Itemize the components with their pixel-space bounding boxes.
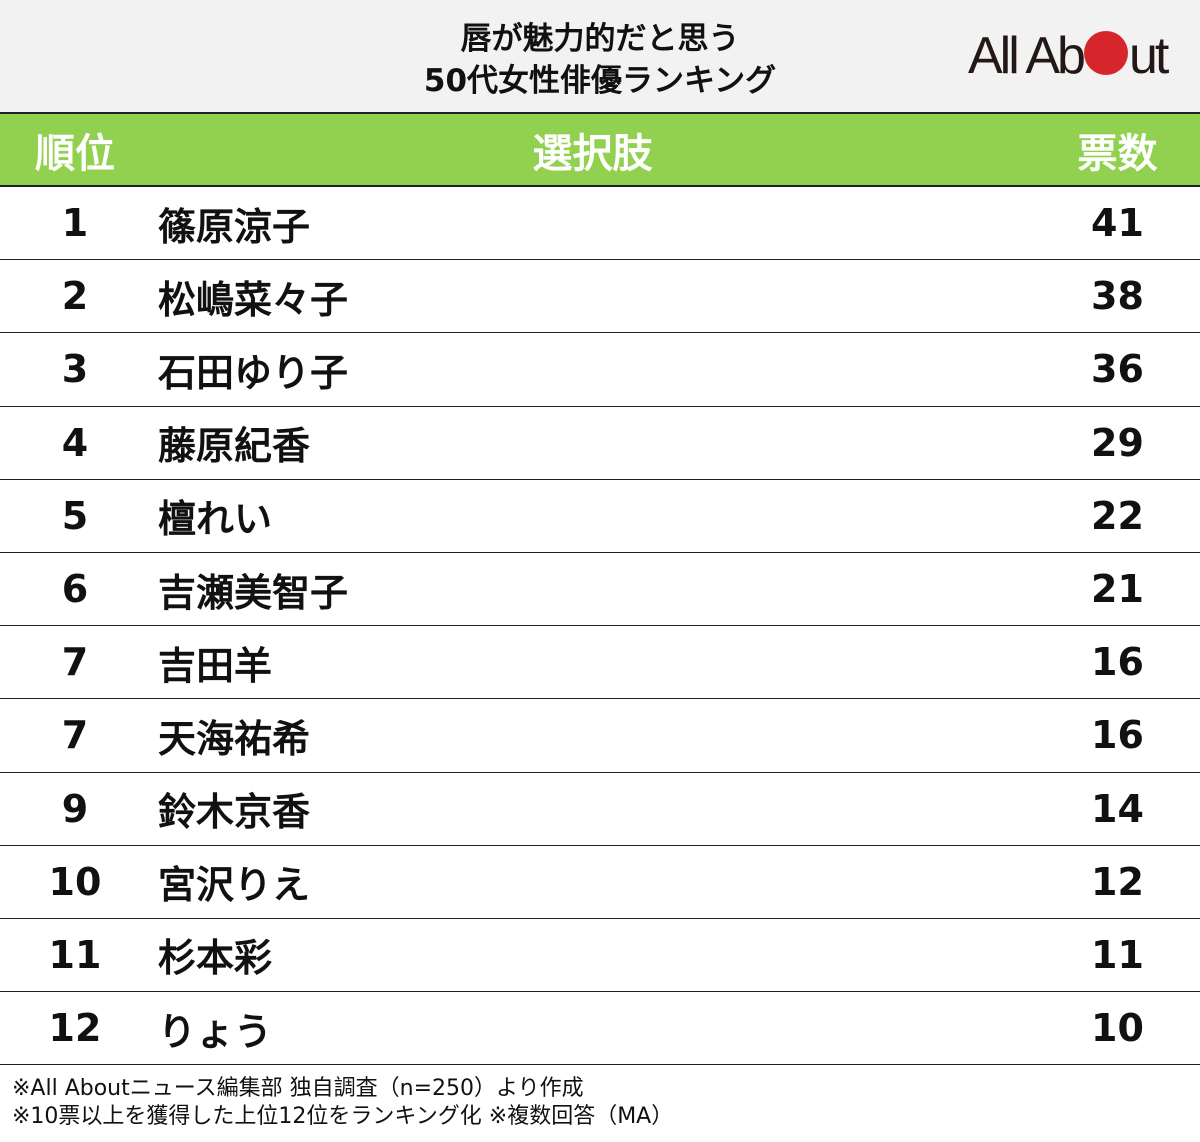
- rank-cell: 3: [61, 347, 89, 392]
- votes-cell: 11: [1091, 932, 1144, 977]
- title-banner: 唇が魅力的だと思う 50代女性俳優ランキング All Ab ut: [0, 0, 1200, 114]
- votes-cell: 16: [1091, 640, 1144, 685]
- table-row: 7 天海祐希 16: [0, 699, 1200, 773]
- votes-cell: 12: [1091, 859, 1144, 904]
- votes-cell: 22: [1091, 493, 1144, 538]
- rank-cell: 6: [61, 567, 89, 612]
- footnote-source: ※All Aboutニュース編集部 独自調査（n=250）より作成: [12, 1076, 584, 1102]
- rank-cell: 10: [48, 859, 102, 904]
- footnotes: ※All Aboutニュース編集部 独自調査（n=250）より作成 ※10票以上…: [0, 1065, 1200, 1131]
- table-row: 12 りょう 10: [0, 992, 1200, 1066]
- table-row: 3 石田ゆり子 36: [0, 333, 1200, 407]
- column-header-rank: 順位: [35, 130, 115, 177]
- votes-cell: 14: [1091, 786, 1144, 831]
- rank-cell: 1: [61, 201, 89, 246]
- title-line-2: 50代女性俳優ランキング: [423, 63, 777, 99]
- name-cell: 篠原涼子: [158, 204, 311, 249]
- name-cell: 吉田羊: [158, 643, 273, 688]
- votes-cell: 41: [1091, 201, 1144, 246]
- chart-title: 唇が魅力的だと思う 50代女性俳優ランキング: [0, 18, 1200, 102]
- logo-text-end: ut: [1128, 27, 1169, 85]
- table-row: 9 鈴木京香 14: [0, 773, 1200, 846]
- logo-text-start: All Ab: [968, 27, 1086, 85]
- rank-cell: 2: [61, 274, 89, 319]
- name-cell: 藤原紀香: [158, 424, 311, 469]
- rank-cell: 11: [48, 932, 102, 977]
- name-cell: 天海祐希: [158, 716, 311, 761]
- votes-cell: 38: [1091, 274, 1144, 319]
- votes-cell: 29: [1091, 420, 1144, 465]
- column-header-votes: 票数: [1077, 130, 1158, 177]
- table-row: 2 松嶋菜々子 38: [0, 260, 1200, 334]
- column-header-choice: 選択肢: [532, 130, 653, 177]
- table-row: 7 吉田羊 16: [0, 626, 1200, 700]
- table-row: 11 杉本彩 11: [0, 919, 1200, 993]
- rank-cell: 12: [48, 1006, 102, 1051]
- table-row: 6 吉瀬美智子 21: [0, 553, 1200, 627]
- votes-cell: 10: [1091, 1006, 1144, 1051]
- allabout-logo: All Ab ut: [968, 27, 1169, 85]
- name-cell: 杉本彩: [158, 936, 273, 981]
- rank-cell: 9: [61, 786, 89, 831]
- table-row: 5 檀れい 22: [0, 480, 1200, 553]
- table-row: 10 宮沢りえ 12: [0, 846, 1200, 919]
- rank-cell: 7: [61, 713, 89, 758]
- table-row: 1 篠原涼子 41: [0, 187, 1200, 261]
- name-cell: 檀れい: [158, 497, 273, 542]
- name-cell: 松嶋菜々子: [158, 277, 349, 322]
- logo-red-dot-icon: [1083, 31, 1128, 75]
- table-header: 順位 選択肢 票数: [0, 114, 1200, 187]
- title-line-1: 唇が魅力的だと思う: [460, 21, 740, 57]
- votes-cell: 36: [1091, 347, 1144, 392]
- rank-cell: 7: [61, 640, 89, 685]
- rank-cell: 4: [61, 420, 89, 465]
- rank-cell: 5: [61, 493, 89, 538]
- ranking-table-body: 1 篠原涼子 41 2 松嶋菜々子 38 3 石田ゆり子 36 4 藤原紀香 2…: [0, 187, 1200, 1066]
- name-cell: 吉瀬美智子: [158, 570, 349, 615]
- votes-cell: 16: [1091, 713, 1144, 758]
- name-cell: 石田ゆり子: [158, 350, 349, 395]
- footnote-method: ※10票以上を獲得した上位12位をランキング化 ※複数回答（MA）: [12, 1104, 674, 1130]
- votes-cell: 21: [1091, 567, 1144, 612]
- name-cell: 鈴木京香: [158, 790, 311, 835]
- name-cell: りょう: [158, 1009, 273, 1054]
- name-cell: 宮沢りえ: [158, 863, 311, 908]
- table-row: 4 藤原紀香 29: [0, 407, 1200, 480]
